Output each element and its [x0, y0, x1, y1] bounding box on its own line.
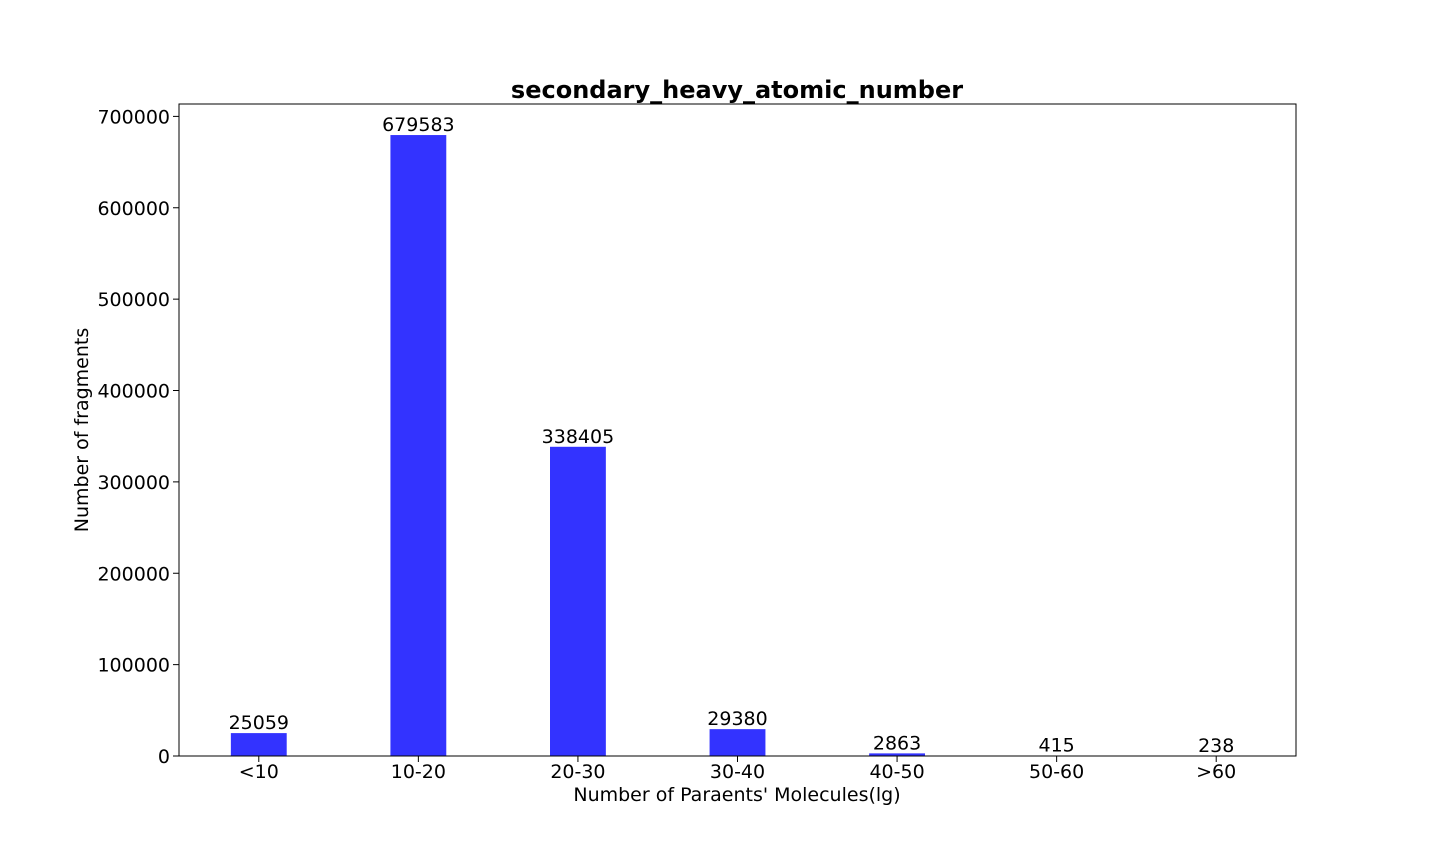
bar-3	[709, 729, 766, 756]
x-axis-label: Number of Paraents' Molecules(lg)	[573, 784, 900, 806]
x-tick-label-3: 30-40	[710, 761, 765, 783]
y-tick-label-6: 600000	[97, 198, 170, 220]
y-tick-label-2: 200000	[97, 563, 170, 585]
bar-4	[869, 753, 925, 756]
data-label-3: 29380	[707, 708, 767, 730]
y-tick-label-3: 300000	[97, 472, 170, 494]
x-tick-label-1: 10-20	[391, 761, 446, 783]
x-tick-label-5: 50-60	[1029, 761, 1084, 783]
x-tick-label-2: 20-30	[550, 761, 605, 783]
data-label-2: 338405	[542, 426, 615, 448]
x-axis-ticks: <10 10-20 20-30 30-40 40-50 50-60 >60	[239, 756, 1236, 783]
x-tick-label-6: >60	[1196, 761, 1236, 783]
data-label-1: 679583	[382, 114, 455, 136]
data-label-4: 2863	[873, 732, 921, 754]
y-tick-label-7: 700000	[97, 106, 170, 128]
y-tick-label-1: 100000	[97, 655, 170, 677]
data-labels-group: 25059 679583 338405 29380 2863 415 238	[229, 114, 1235, 757]
y-tick-label-5: 500000	[97, 289, 170, 311]
x-tick-label-4: 40-50	[869, 761, 924, 783]
data-label-6: 238	[1198, 735, 1234, 757]
y-tick-label-4: 400000	[97, 381, 170, 403]
bar-2	[550, 446, 606, 756]
data-label-5: 415	[1039, 735, 1075, 757]
bar-0	[230, 733, 287, 756]
bars-group	[230, 135, 1245, 757]
chart-title: secondary_heavy_atomic_number	[511, 76, 963, 104]
plot-frame	[178, 103, 1297, 757]
data-label-0: 25059	[229, 712, 289, 734]
bar-1	[390, 135, 447, 757]
y-tick-label-0: 0	[158, 746, 170, 768]
x-tick-label-0: <10	[239, 761, 279, 783]
y-axis-label: Number of fragments	[71, 328, 93, 533]
y-axis-ticks: 0 100000 200000 300000 400000 500000 600000 700…	[97, 106, 179, 768]
